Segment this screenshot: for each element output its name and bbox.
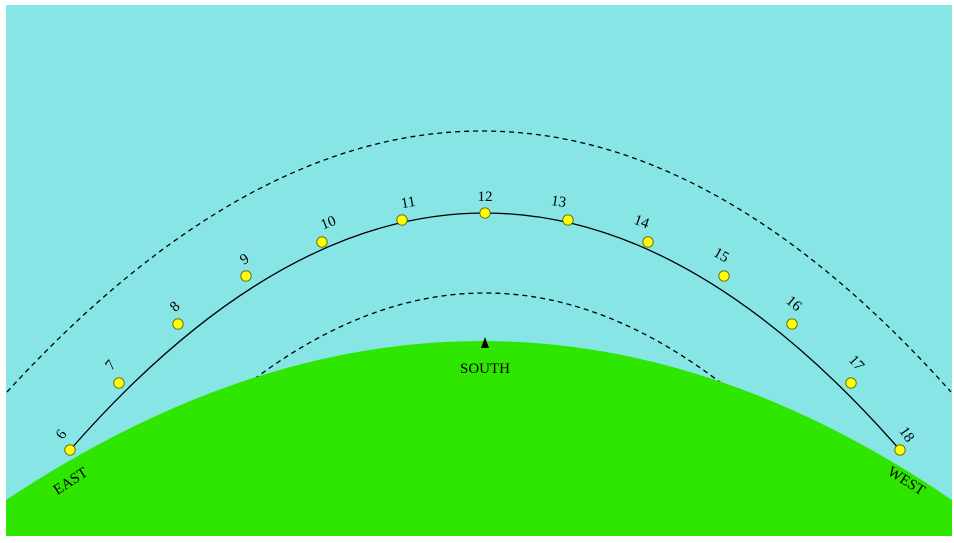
hour-label-13: 13 bbox=[550, 193, 567, 211]
hour-label-15: 15 bbox=[711, 245, 732, 266]
hour-marker-7 bbox=[113, 377, 125, 389]
hour-marker-9 bbox=[240, 270, 252, 282]
hour-marker-17 bbox=[845, 377, 857, 389]
south-label: SOUTH bbox=[460, 361, 510, 377]
hour-marker-18 bbox=[894, 444, 906, 456]
hour-label-10: 10 bbox=[319, 213, 339, 233]
hour-marker-10 bbox=[316, 236, 328, 248]
ground bbox=[6, 341, 952, 536]
hour-label-12: 12 bbox=[478, 189, 493, 205]
hour-label-11: 11 bbox=[400, 194, 417, 212]
hour-marker-12 bbox=[479, 207, 491, 219]
winter-path-dashed bbox=[239, 292, 731, 391]
hour-marker-6 bbox=[64, 444, 76, 456]
hour-marker-11 bbox=[396, 214, 408, 226]
hour-label-14: 14 bbox=[632, 212, 652, 232]
hour-marker-16 bbox=[786, 318, 798, 330]
hour-marker-13 bbox=[562, 214, 574, 226]
south-pointer-icon bbox=[481, 337, 489, 348]
hour-markers bbox=[64, 207, 906, 456]
hour-marker-8 bbox=[172, 318, 184, 330]
summer-path-dashed bbox=[6, 130, 952, 393]
hour-marker-15 bbox=[718, 270, 730, 282]
hour-marker-14 bbox=[642, 236, 654, 248]
